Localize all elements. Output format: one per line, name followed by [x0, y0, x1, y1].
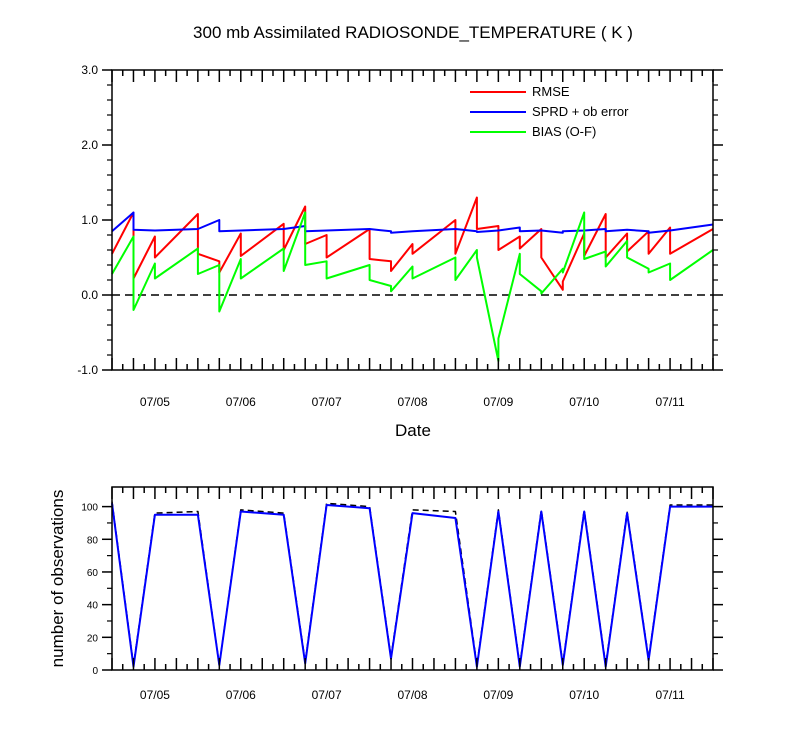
bottom-y-tick-label: 20	[87, 633, 99, 644]
top-y-tick-label: 1.0	[81, 213, 98, 227]
bottom-x-tick-label: 07/07	[312, 688, 342, 702]
top-plot-frame	[111, 69, 714, 371]
bottom-y-tick-label: 100	[81, 503, 98, 514]
bottom-y-tick-labels: 0 20 40 60 80 100	[81, 503, 98, 677]
top-y-tick-label: 3.0	[81, 63, 98, 77]
bottom-series-possible	[111, 501, 713, 666]
legend-label: RMSE	[532, 84, 570, 99]
top-x-tick-label: 07/08	[397, 395, 427, 409]
bottom-axis-ticks	[102, 487, 723, 671]
bottom-y-tick-label: 80	[87, 535, 99, 546]
top-x-tick-label: 07/10	[569, 395, 599, 409]
top-y-tick-label: -1.0	[77, 363, 98, 377]
bottom-y-tick-label: 0	[92, 666, 98, 677]
y-axis-label: number of observations	[48, 490, 67, 668]
legend: RMSE SPRD + ob error BIAS (O-F)	[470, 84, 629, 139]
top-y-tick-label: 2.0	[81, 138, 98, 152]
bottom-x-tick-label: 07/09	[483, 688, 513, 702]
top-y-tick-labels: -1.0 0.0 1.0 2.0 3.0	[77, 63, 98, 377]
top-x-tick-label: 07/11	[656, 395, 685, 409]
top-axis-ticks	[102, 69, 723, 371]
top-plot-lines	[111, 196, 714, 362]
chart-title: 300 mb Assimilated RADIOSONDE_TEMPERATUR…	[193, 23, 633, 42]
top-series-sprd-ob-error	[111, 211, 714, 234]
top-y-tick-label: 0.0	[81, 288, 98, 302]
legend-label: SPRD + ob error	[532, 104, 629, 119]
top-series-bias-o-f	[111, 211, 714, 362]
bottom-x-tick-label: 07/08	[397, 688, 427, 702]
bottom-plot-lines	[111, 501, 713, 668]
top-x-tick-label: 07/07	[312, 395, 342, 409]
bottom-x-tick-labels: 07/05 07/06 07/07 07/08 07/09 07/10 07/11	[140, 688, 685, 702]
legend-label: BIAS (O-F)	[532, 124, 596, 139]
bottom-x-tick-label: 07/11	[656, 688, 685, 702]
top-x-tick-label: 07/05	[140, 395, 170, 409]
bottom-plot-frame	[111, 486, 714, 671]
bottom-x-tick-label: 07/10	[569, 688, 599, 702]
bottom-x-tick-label: 07/05	[140, 688, 170, 702]
bottom-y-tick-label: 40	[87, 601, 99, 612]
x-axis-label: Date	[395, 421, 431, 440]
bottom-series-assimilated	[111, 503, 713, 668]
bottom-x-tick-label: 07/06	[226, 688, 256, 702]
top-x-tick-labels: 07/05 07/06 07/07 07/08 07/09 07/10 07/11	[140, 395, 685, 409]
bottom-y-tick-label: 60	[87, 568, 99, 579]
top-x-tick-label: 07/06	[226, 395, 256, 409]
top-x-tick-label: 07/09	[483, 395, 513, 409]
